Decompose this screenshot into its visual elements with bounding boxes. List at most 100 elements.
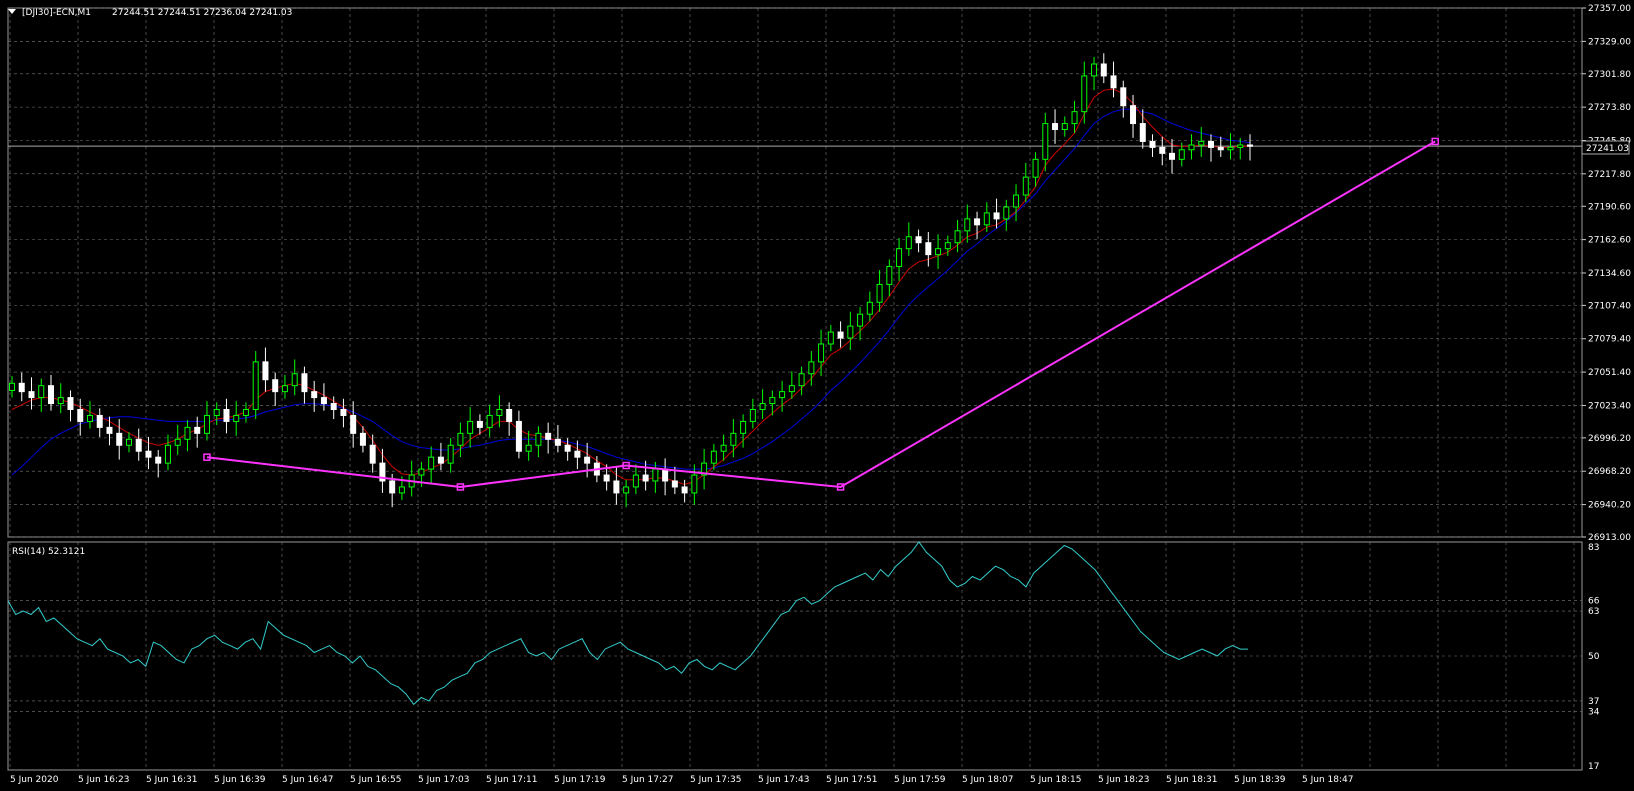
candle-body	[1208, 140, 1215, 148]
trendline-anchor[interactable]	[1431, 137, 1439, 146]
time-tick-label: 5 Jun 17:11	[486, 775, 537, 785]
candle-body	[935, 248, 942, 256]
time-tick-label: 5 Jun 18:15	[1030, 775, 1081, 785]
candle-body	[320, 397, 327, 405]
time-tick-label: 5 Jun 16:55	[350, 775, 401, 785]
candle-body	[525, 444, 532, 452]
time-tick-label: 5 Jun 17:27	[622, 775, 673, 785]
candle-body	[301, 373, 308, 393]
candle-body	[769, 397, 776, 405]
time-tick-label: 5 Jun 17:35	[690, 775, 741, 785]
candle-body	[740, 420, 747, 434]
time-tick-label: 5 Jun 16:39	[214, 775, 266, 785]
candle-body	[847, 325, 854, 339]
candle-body	[1237, 144, 1244, 148]
price-tick-label: 27329.00	[1588, 37, 1631, 47]
candle-body	[662, 468, 669, 482]
price-panel-border	[7, 7, 1583, 538]
candle-body	[359, 432, 366, 446]
price-tick-label: 27107.40	[1588, 301, 1631, 311]
symbol-label: [DJI30]-ECN,M1	[22, 8, 91, 18]
trendline-anchor[interactable]	[836, 483, 845, 491]
candle-body	[515, 420, 522, 452]
candle-body	[827, 331, 834, 345]
candle-body	[554, 438, 561, 446]
candle-body	[681, 486, 688, 494]
candle-body	[38, 385, 45, 399]
candle-body	[369, 444, 376, 464]
time-tick-label: 5 Jun 17:19	[554, 775, 606, 785]
candle-body	[837, 331, 844, 339]
candle-body	[1022, 176, 1029, 196]
candle-body	[340, 409, 347, 416]
trendline-anchor[interactable]	[203, 453, 211, 461]
time-tick-label: 5 Jun 17:51	[826, 775, 877, 785]
price-tick-label: 26940.20	[1588, 501, 1631, 511]
candle-body	[1071, 111, 1078, 125]
candle-body	[447, 444, 454, 464]
rsi-series-line	[7, 541, 1248, 706]
candle-body	[174, 438, 181, 446]
candle-body	[213, 409, 220, 416]
candle-body	[194, 426, 201, 434]
candle-body	[535, 432, 542, 446]
candle-body	[1149, 140, 1156, 148]
collapse-arrow-icon[interactable]	[8, 9, 16, 14]
candle-body	[905, 236, 912, 250]
trendline-anchor[interactable]	[622, 461, 630, 470]
time-tick-label: 5 Jun 18:23	[1098, 775, 1149, 785]
price-tick-label: 27217.80	[1588, 170, 1631, 180]
candle-body	[1139, 123, 1146, 142]
price-tick-label: 27023.40	[1588, 401, 1631, 411]
candle-body	[272, 379, 279, 393]
candle-body	[437, 456, 444, 464]
time-tick-label: 5 Jun 18:39	[1234, 775, 1286, 785]
candle-body	[779, 391, 786, 399]
candle-body	[671, 480, 678, 488]
candle-body	[730, 432, 737, 446]
candle-body	[389, 480, 396, 494]
candle-body	[818, 343, 825, 363]
price-tick-label: 27162.60	[1588, 236, 1631, 246]
candle-body	[1227, 146, 1234, 151]
time-tick-label: 5 Jun 17:43	[758, 775, 809, 785]
candle-body	[1100, 63, 1107, 77]
price-tick-label: 26968.20	[1588, 467, 1631, 477]
trendline-path[interactable]	[206, 140, 1436, 489]
axes: 27357.0027329.0027301.8027273.8027245.80…	[10, 4, 1631, 785]
time-tick-label: 5 Jun 18:47	[1302, 775, 1353, 785]
candle-body	[964, 218, 971, 232]
price-tick-label: 27079.40	[1588, 335, 1631, 345]
candle-body	[476, 420, 483, 428]
rsi-tick-label: 17	[1588, 762, 1599, 772]
last-price-box	[1581, 140, 1630, 155]
candle-body	[467, 420, 474, 434]
time-tick-label: 5 Jun 18:07	[962, 775, 1013, 785]
price-tick-label: 27051.40	[1588, 368, 1631, 378]
time-tick-label: 5 Jun 16:31	[146, 775, 197, 785]
candle-body	[613, 480, 620, 494]
candle-body	[652, 468, 659, 482]
candle-body	[691, 474, 698, 494]
trendline-anchor[interactable]	[456, 483, 465, 491]
candles	[9, 53, 1253, 508]
time-tick-label: 5 Jun 16:47	[282, 775, 333, 785]
candle-body	[18, 382, 25, 393]
candle-body	[749, 409, 756, 422]
time-tick-label: 5 Jun 17:59	[894, 775, 946, 785]
candle-body	[808, 361, 815, 375]
candle-body	[86, 414, 93, 422]
candle-body	[1178, 149, 1185, 160]
candle-body	[603, 474, 610, 482]
candle-body	[886, 266, 893, 285]
time-tick-label: 5 Jun 18:31	[1166, 775, 1217, 785]
trendline[interactable]	[203, 137, 1439, 491]
candle-body	[866, 301, 873, 315]
candle-body	[632, 474, 639, 488]
candle-body	[486, 414, 493, 428]
candle-body	[1247, 144, 1253, 147]
candle-body	[974, 218, 981, 226]
rsi-tick-label: 37	[1588, 697, 1599, 707]
grid	[7, 7, 1583, 771]
candle-body	[184, 426, 191, 440]
